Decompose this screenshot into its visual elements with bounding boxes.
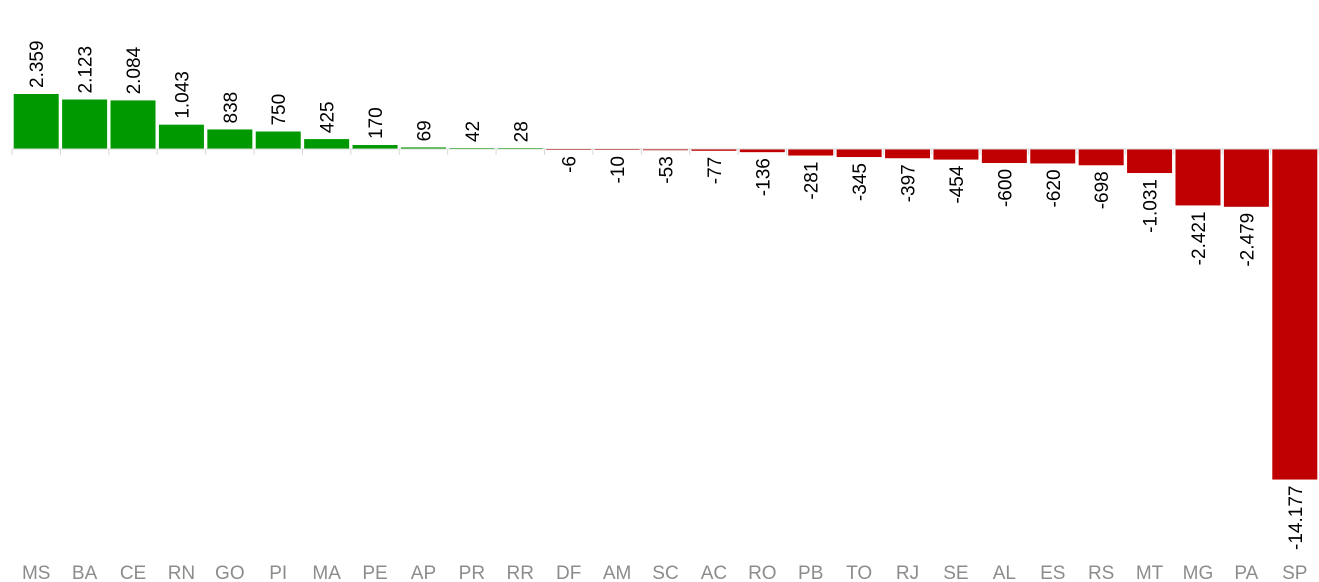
category-label-rr: RR <box>507 563 534 582</box>
bar-ms <box>13 94 59 149</box>
category-labels-group: MS BA CE RN GO PI MA PE AP PR RR DF AM SC AC RO PB TO RJ SE… <box>22 563 1308 582</box>
bar-ac <box>691 149 737 151</box>
data-label-am: -10 <box>608 156 629 183</box>
category-label-ba: BA <box>72 563 98 582</box>
data-label-se: -454 <box>947 165 968 203</box>
bar-rn <box>158 124 204 149</box>
bar-mg <box>1175 149 1221 206</box>
bar-pi <box>255 131 301 149</box>
data-label-rn: 1.043 <box>172 71 193 119</box>
data-label-ms: 2.359 <box>27 40 48 88</box>
bar-ba <box>62 99 108 149</box>
axis-ticks-group <box>11 149 1319 155</box>
bar-ce <box>110 100 156 149</box>
bar-mt <box>1127 149 1173 174</box>
category-label-to: TO <box>846 563 872 582</box>
category-label-sc: SC <box>652 563 678 582</box>
category-label-rn: RN <box>168 563 195 582</box>
bar-rs <box>1078 149 1124 166</box>
category-label-ma: MA <box>312 563 341 582</box>
data-label-ba: 2.123 <box>76 46 97 94</box>
category-label-mg: MG <box>1183 563 1214 582</box>
bar-ap <box>400 147 446 149</box>
bar-sc <box>643 149 688 151</box>
category-label-al: AL <box>993 563 1016 582</box>
category-label-pr: PR <box>459 563 485 582</box>
bar-pb <box>788 149 834 156</box>
data-label-sc: -53 <box>657 156 678 183</box>
data-label-rr: 28 <box>511 121 532 142</box>
data-label-df: -6 <box>560 156 581 173</box>
bar-pe <box>352 145 398 149</box>
category-label-ac: AC <box>701 563 727 582</box>
category-label-go: GO <box>215 563 245 582</box>
data-label-ap: 69 <box>414 120 435 141</box>
bar-go <box>207 129 253 149</box>
category-label-pe: PE <box>362 563 387 582</box>
category-label-ms: MS <box>22 563 51 582</box>
category-label-ce: CE <box>120 563 146 582</box>
data-label-pi: 750 <box>269 94 290 126</box>
category-label-rs: RS <box>1088 563 1114 582</box>
bar-ma <box>304 139 350 149</box>
data-label-mt: -1.031 <box>1141 179 1162 233</box>
data-label-pb: -281 <box>802 162 823 200</box>
category-label-es: ES <box>1040 563 1065 582</box>
category-label-ro: RO <box>748 563 777 582</box>
data-label-rj: -397 <box>899 164 920 202</box>
bar-rj <box>885 149 931 159</box>
data-label-mg: -2.421 <box>1189 211 1210 265</box>
data-label-es: -620 <box>1044 169 1065 207</box>
bar-ro <box>739 149 785 153</box>
category-label-am: AM <box>603 563 632 582</box>
bar-es <box>1030 149 1076 164</box>
bar-se <box>933 149 979 160</box>
data-label-pr: 42 <box>463 121 484 142</box>
category-label-sp: SP <box>1282 563 1307 582</box>
category-label-mt: MT <box>1136 563 1164 582</box>
data-label-pa: -2.479 <box>1237 213 1258 267</box>
bar-al <box>981 149 1027 163</box>
bar-to <box>836 149 882 158</box>
data-label-sp: -14.177 <box>1286 486 1307 550</box>
data-label-ro: -136 <box>753 158 774 196</box>
data-labels-group: 2.359 2.123 2.084 1.043 838 750 425 170 69 42 28 -6… <box>27 40 1307 550</box>
category-label-pa: PA <box>1234 563 1258 582</box>
category-label-ap: AP <box>411 563 436 582</box>
data-label-ac: -77 <box>705 157 726 184</box>
bar-pa <box>1223 149 1269 207</box>
bars-group <box>13 94 1318 480</box>
data-label-to: -345 <box>850 163 871 201</box>
data-label-al: -600 <box>995 169 1016 207</box>
category-label-se: SE <box>943 563 968 582</box>
data-label-ma: 425 <box>318 101 339 133</box>
bar-sp <box>1272 149 1318 480</box>
category-label-pi: PI <box>269 563 287 582</box>
data-label-rs: -698 <box>1092 171 1113 209</box>
data-label-go: 838 <box>221 92 242 124</box>
category-label-df: DF <box>556 563 581 582</box>
data-label-pe: 170 <box>366 107 387 139</box>
data-label-ce: 2.084 <box>124 46 145 94</box>
category-label-rj: RJ <box>896 563 919 582</box>
category-label-pb: PB <box>798 563 823 582</box>
